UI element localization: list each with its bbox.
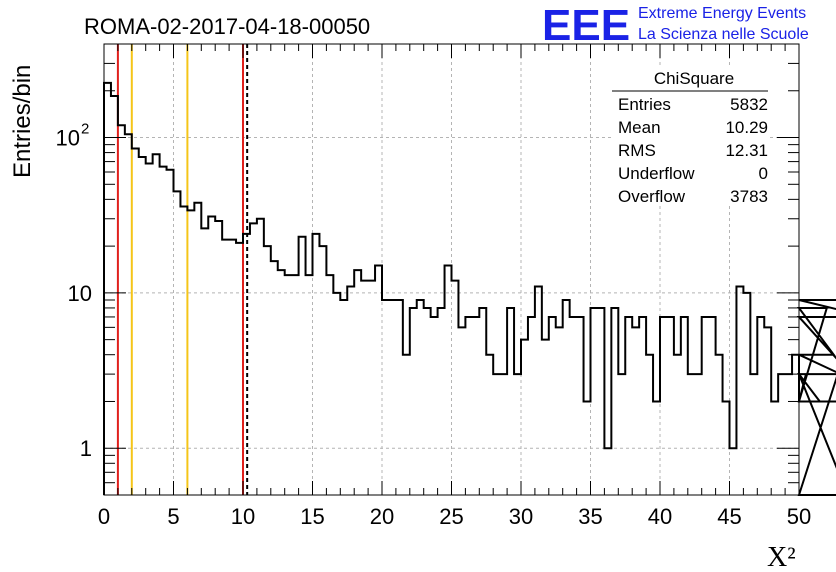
logo-mark: EEE: [542, 1, 630, 50]
reference-lines: [116, 44, 249, 495]
stats-row-label: Overflow: [618, 187, 686, 206]
x-tick-label: 0: [98, 504, 110, 529]
stats-row-value: 3783: [730, 187, 768, 206]
x-tick-label: 40: [648, 504, 672, 529]
x-tick-label: 15: [300, 504, 324, 529]
stats-row-label: Underflow: [618, 164, 695, 183]
stats-row-label: Mean: [618, 118, 661, 137]
x-tick-label: 10: [231, 504, 255, 529]
x-tick-label: 45: [717, 504, 741, 529]
logo: EEE Extreme Energy Events La Scienza nel…: [542, 1, 809, 50]
x-tick-label: 5: [167, 504, 179, 529]
x-tick-label: 50: [787, 504, 811, 529]
stats-row-value: 5832: [730, 95, 768, 114]
x-axis-label: X²: [767, 542, 796, 572]
chart-title: ROMA-02-2017-04-18-00050: [84, 14, 370, 39]
x-tick-label: 30: [509, 504, 533, 529]
y-tick-label: 1: [80, 436, 92, 461]
stats-row-value: 0: [759, 164, 768, 183]
y-axis-label: Entries/bin: [9, 65, 36, 178]
stats-row-label: RMS: [618, 141, 656, 160]
stats-row-value: 12.31: [725, 141, 768, 160]
histogram: [103, 81, 836, 496]
stats-box-name: ChiSquare: [654, 69, 734, 88]
grid: [104, 44, 799, 495]
y-tick-label: 10: [56, 126, 80, 151]
x-tick-label: 35: [578, 504, 602, 529]
y-tick-label: 10: [68, 281, 92, 306]
logo-line1: Extreme Energy Events: [638, 5, 806, 22]
stats-row-label: Entries: [618, 95, 671, 114]
x-tick-label: 20: [370, 504, 394, 529]
histogram-line: [103, 81, 836, 496]
stats-box: ChiSquare Entries 5832 Mean 10.29 RMS 12.31 Un…: [612, 68, 768, 206]
stats-row-value: 10.29: [725, 118, 768, 137]
y-tick-exponent: 2: [81, 121, 89, 138]
x-tick-label: 25: [439, 504, 463, 529]
logo-line2: La Scienza nelle Scuole: [638, 26, 809, 43]
